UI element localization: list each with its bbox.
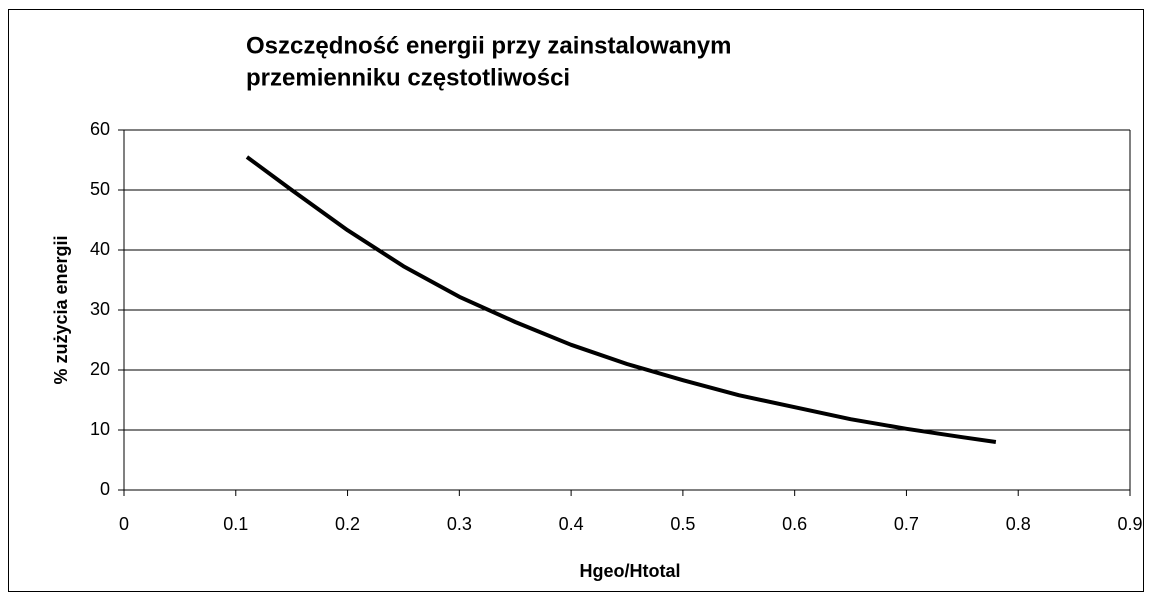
x-tick-label: 0 (119, 514, 129, 534)
y-axis-label: % zużycia energii (51, 235, 71, 384)
x-tick-label: 0.7 (894, 514, 919, 534)
x-tick-label: 0.5 (670, 514, 695, 534)
x-tick-label: 0.8 (1006, 514, 1031, 534)
data-line (245, 155, 997, 444)
x-tick-label: 0.2 (335, 514, 360, 534)
x-tick-label: 0.6 (782, 514, 807, 534)
y-tick-label: 50 (90, 179, 110, 199)
x-tick-label: 0.1 (223, 514, 248, 534)
chart-frame (8, 9, 1144, 592)
y-tick-label: 60 (90, 119, 110, 139)
chart-title: przemienniku częstotliwości (246, 64, 570, 91)
y-tick-label: 0 (100, 479, 110, 499)
x-tick-label: 0.9 (1117, 514, 1142, 534)
y-tick-label: 30 (90, 299, 110, 319)
x-axis-label: Hgeo/Htotal (580, 561, 681, 581)
x-tick-label: 0.4 (559, 514, 584, 534)
y-tick-label: 20 (90, 359, 110, 379)
y-tick-label: 40 (90, 239, 110, 259)
y-tick-label: 10 (90, 419, 110, 439)
x-tick-label: 0.3 (447, 514, 472, 534)
chart-title: Oszczędność energii przy zainstalowanym (246, 32, 731, 59)
